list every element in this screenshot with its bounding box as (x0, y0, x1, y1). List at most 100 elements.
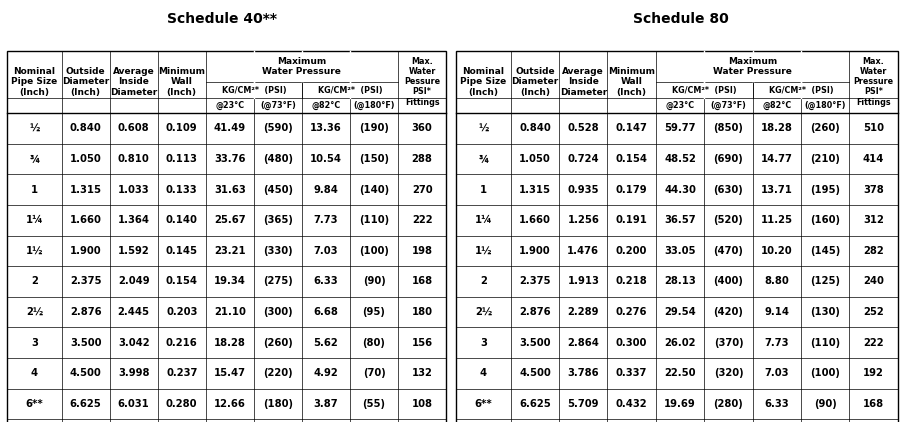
Text: @82°C: @82°C (311, 101, 340, 110)
Text: 4.92: 4.92 (314, 368, 338, 378)
Text: 156: 156 (412, 338, 433, 348)
Text: 1.364: 1.364 (118, 215, 149, 225)
Text: 282: 282 (863, 246, 884, 256)
Text: 0.528: 0.528 (567, 124, 599, 133)
Text: (130): (130) (810, 307, 840, 317)
Text: 3.500: 3.500 (519, 338, 550, 348)
Text: (470): (470) (713, 246, 743, 256)
Text: 6.33: 6.33 (314, 276, 338, 287)
Text: 12.66: 12.66 (214, 399, 246, 409)
Text: Nominal
Pipe Size
(Inch): Nominal Pipe Size (Inch) (11, 67, 58, 97)
Text: 48.52: 48.52 (664, 154, 696, 164)
Text: 5.709: 5.709 (567, 399, 599, 409)
Text: Average
Inside
Diameter: Average Inside Diameter (559, 67, 607, 97)
Text: 192: 192 (863, 368, 884, 378)
Text: 222: 222 (863, 338, 884, 348)
Text: (480): (480) (262, 154, 293, 164)
Text: (195): (195) (810, 185, 840, 195)
Text: 360: 360 (412, 124, 433, 133)
Text: 41.49: 41.49 (214, 124, 246, 133)
Text: 3: 3 (31, 338, 38, 348)
Text: (@73°F): (@73°F) (260, 101, 296, 110)
Text: 1.900: 1.900 (519, 246, 551, 256)
Text: Minimum
Wall
(Inch): Minimum Wall (Inch) (608, 67, 655, 97)
Text: 3.786: 3.786 (567, 368, 599, 378)
Text: (520): (520) (713, 215, 743, 225)
Text: (125): (125) (810, 276, 840, 287)
Text: 2: 2 (31, 276, 38, 287)
Text: 6**: 6** (25, 399, 43, 409)
Text: KG/CM²*  (PSI): KG/CM²* (PSI) (672, 86, 737, 95)
Text: 10.20: 10.20 (761, 246, 793, 256)
Text: (70): (70) (363, 368, 386, 378)
Text: ½: ½ (29, 124, 40, 133)
Text: 132: 132 (412, 368, 433, 378)
Text: (630): (630) (713, 185, 743, 195)
Text: (160): (160) (810, 215, 840, 225)
Text: 1.476: 1.476 (567, 246, 599, 256)
Text: 11.25: 11.25 (761, 215, 793, 225)
Text: (850): (850) (713, 124, 743, 133)
Text: Nominal
Pipe Size
(Inch): Nominal Pipe Size (Inch) (461, 67, 507, 97)
Text: 33.05: 33.05 (664, 246, 696, 256)
Text: 0.216: 0.216 (166, 338, 197, 348)
Text: 1.660: 1.660 (519, 215, 551, 225)
Text: 0.237: 0.237 (166, 368, 197, 378)
Text: 2½: 2½ (475, 307, 492, 317)
Text: (140): (140) (359, 185, 389, 195)
Text: (100): (100) (810, 368, 840, 378)
Text: (@180°F): (@180°F) (353, 101, 395, 110)
Text: (690): (690) (713, 154, 743, 164)
Text: 3.87: 3.87 (314, 399, 338, 409)
Text: (95): (95) (363, 307, 386, 317)
Text: (100): (100) (359, 246, 389, 256)
Text: 26.02: 26.02 (664, 338, 696, 348)
Text: 6.33: 6.33 (765, 399, 789, 409)
Text: Minimum
Wall
(Inch): Minimum Wall (Inch) (158, 67, 205, 97)
Text: 0.147: 0.147 (615, 124, 648, 133)
Text: 6**: 6** (474, 399, 492, 409)
Text: Outside
Diameter
(Inch): Outside Diameter (Inch) (511, 67, 558, 97)
Text: 1.315: 1.315 (70, 185, 101, 195)
Text: 21.10: 21.10 (214, 307, 246, 317)
Text: 0.276: 0.276 (616, 307, 647, 317)
Text: (400): (400) (713, 276, 743, 287)
Text: 288: 288 (412, 154, 433, 164)
Text: 1.033: 1.033 (118, 185, 149, 195)
Text: 4.500: 4.500 (519, 368, 551, 378)
Text: (275): (275) (263, 276, 292, 287)
Text: 6.625: 6.625 (70, 399, 101, 409)
Text: (@73°F): (@73°F) (710, 101, 747, 110)
Text: @23°C: @23°C (665, 101, 695, 110)
Text: 0.200: 0.200 (616, 246, 647, 256)
Text: Max.
Water
Pressure
PSI*
Fittings: Max. Water Pressure PSI* Fittings (853, 57, 893, 106)
Text: 9.14: 9.14 (765, 307, 789, 317)
Text: Maximum
Water Pressure: Maximum Water Pressure (713, 57, 792, 76)
Text: (300): (300) (263, 307, 292, 317)
Text: 4: 4 (31, 368, 38, 378)
Text: 1¼: 1¼ (25, 215, 43, 225)
Text: @82°C: @82°C (762, 101, 792, 110)
Text: 168: 168 (863, 399, 884, 409)
Text: 0.140: 0.140 (166, 215, 197, 225)
Text: (180): (180) (262, 399, 293, 409)
Text: 1.900: 1.900 (70, 246, 101, 256)
Text: (420): (420) (713, 307, 743, 317)
Text: 0.133: 0.133 (166, 185, 197, 195)
Text: 13.71: 13.71 (761, 185, 793, 195)
Text: Average
Inside
Diameter: Average Inside Diameter (110, 67, 157, 97)
Text: 1.660: 1.660 (70, 215, 101, 225)
Text: 7.03: 7.03 (314, 246, 338, 256)
Text: 1.256: 1.256 (567, 215, 599, 225)
Text: 0.840: 0.840 (70, 124, 101, 133)
Text: 6.031: 6.031 (118, 399, 149, 409)
Text: 3.042: 3.042 (118, 338, 149, 348)
Text: 222: 222 (412, 215, 433, 225)
Text: Max.
Water
Pessure
PSI*
Fittings: Max. Water Pessure PSI* Fittings (404, 57, 440, 106)
Text: 4.500: 4.500 (70, 368, 101, 378)
Text: (260): (260) (263, 338, 292, 348)
Text: 2.289: 2.289 (567, 307, 599, 317)
Text: 0.218: 0.218 (615, 276, 648, 287)
Text: 29.54: 29.54 (664, 307, 696, 317)
Text: 1: 1 (31, 185, 38, 195)
